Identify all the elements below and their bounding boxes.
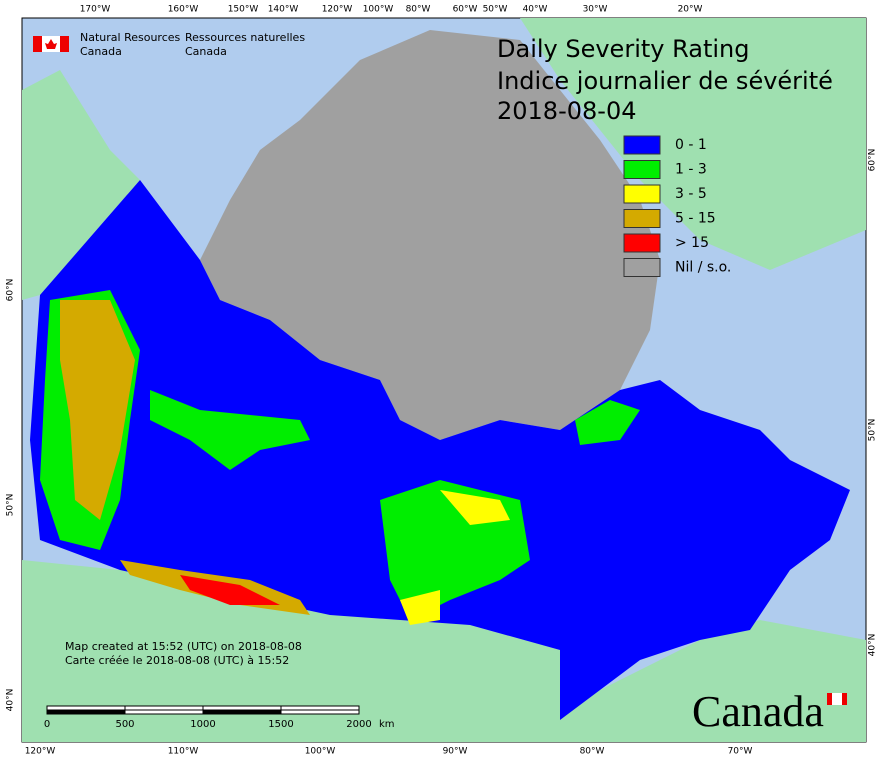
- scale-segment: [124, 709, 204, 715]
- latitude-label: 50°N: [868, 419, 878, 442]
- longitude-label: 50°W: [483, 5, 508, 15]
- scale-segment: [46, 709, 126, 715]
- longitude-label: 90°W: [443, 747, 468, 757]
- agency-signature: Natural Resources Canada Ressources natu…: [33, 31, 305, 58]
- greenland: [520, 18, 866, 270]
- bc-high: [60, 300, 135, 520]
- flag-bar: [60, 36, 69, 52]
- scale-label: 0: [44, 719, 50, 730]
- legend-swatch: [623, 184, 661, 204]
- longitude-label: 140°W: [268, 5, 299, 15]
- legend-label: 0 - 1: [675, 137, 707, 153]
- arctic-no-data: [200, 30, 660, 440]
- scale-segment: [46, 705, 126, 711]
- agency-en: Canada: [80, 45, 122, 58]
- longitude-label: 120°W: [25, 747, 56, 757]
- alaska: [22, 70, 140, 300]
- scale-segment: [124, 705, 204, 711]
- note: Map created at 15:52 (UTC) on 2018-08-08: [65, 640, 302, 653]
- longitude-label: 70°W: [728, 747, 753, 757]
- flag-bar: [33, 36, 42, 52]
- legend-swatch: [623, 258, 661, 277]
- graticule-labels: 170°W 160°W 150°W 140°W 120°W 100°W 80°W 60°W 50…: [6, 5, 878, 757]
- longitude-label: 100°W: [305, 747, 336, 757]
- scale-label: 1500: [268, 719, 293, 730]
- scale-bar: 0 500 1000 1500 2000 km: [44, 705, 395, 730]
- wordmark-flag-field: [832, 693, 842, 705]
- scale-segment: [202, 709, 282, 715]
- scale-label: 1000: [190, 719, 215, 730]
- scale-label: 2000: [346, 719, 371, 730]
- longitude-label: 20°W: [678, 5, 703, 15]
- south-extreme: [180, 575, 280, 605]
- longitude-label: 40°W: [523, 5, 548, 15]
- latitude-label: 40°N: [868, 634, 878, 657]
- longitude-label: 170°W: [80, 5, 111, 15]
- nwt-moderate: [150, 390, 310, 470]
- quebec-moderate: [575, 400, 640, 445]
- longitude-label: 110°W: [168, 747, 199, 757]
- longitude-label: 80°W: [406, 5, 431, 15]
- legend-swatch: [623, 209, 661, 228]
- legend-swatch: [623, 135, 661, 155]
- agency-fr: Ressources naturelles: [185, 31, 305, 44]
- latitude-label: 60°N: [6, 279, 16, 302]
- legend-label: 1 - 3: [675, 162, 707, 178]
- latitude-label: 40°N: [6, 689, 16, 712]
- scale-segment: [202, 705, 282, 711]
- scale-segment: [280, 709, 360, 715]
- longitude-label: 150°W: [228, 5, 259, 15]
- legend-label: 5 - 15: [675, 211, 716, 227]
- scale-unit: km: [379, 719, 395, 730]
- legend-swatch: [623, 160, 661, 179]
- longitude-label: 100°W: [363, 5, 394, 15]
- longitude-label: 30°W: [583, 5, 608, 15]
- maple-leaf: [45, 39, 57, 49]
- wordmark: Canada: [692, 687, 847, 736]
- longitude-label: 80°W: [580, 747, 605, 757]
- ontario-low-fire: [400, 490, 510, 625]
- wordmark-text: Canada: [692, 687, 824, 736]
- longitude-label: 120°W: [322, 5, 353, 15]
- longitude-label: 60°W: [453, 5, 478, 15]
- scale-label: 500: [115, 719, 134, 730]
- longitude-label: 160°W: [168, 5, 199, 15]
- legend: 0 - 1 1 - 3 3 - 5 5 - 15 > 15 Nil / s.o.: [623, 135, 731, 277]
- agency-en: Natural Resources: [80, 31, 181, 44]
- legend-label: 3 - 5: [675, 186, 707, 202]
- date: 2018-08-04: [497, 97, 636, 125]
- note: Carte créée le 2018-08-08 (UTC) à 15:52: [65, 654, 289, 667]
- legend-label: > 15: [675, 235, 709, 251]
- latitude-label: 50°N: [6, 494, 16, 517]
- legend-swatch: [623, 233, 661, 253]
- title: Indice journalier de sévérité: [497, 67, 833, 95]
- united-states: [22, 560, 866, 742]
- agency-fr: Canada: [185, 45, 227, 58]
- scale-segment: [280, 705, 360, 711]
- map-area: [21, 17, 867, 743]
- latitude-label: 60°N: [868, 149, 878, 172]
- legend-label: Nil / s.o.: [675, 260, 731, 276]
- title: Daily Severity Rating: [497, 35, 749, 63]
